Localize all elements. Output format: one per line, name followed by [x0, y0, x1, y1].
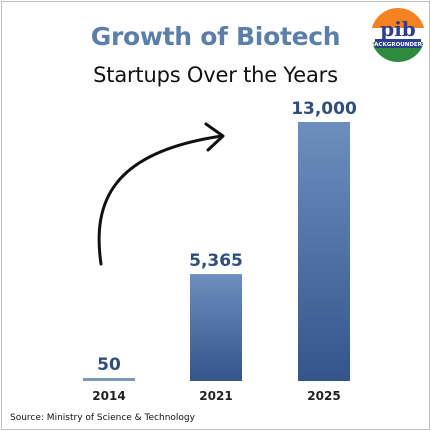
growth-arrow-icon [97, 134, 224, 266]
logo-subtext: BACKGROUNDERS [370, 42, 426, 48]
chart-title: Growth of Biotech [90, 22, 341, 51]
arrow-head-icon [204, 122, 225, 152]
pib-backgrounders-logo: pib BACKGROUNDERS [370, 8, 426, 62]
category-label-2021: 2021 [199, 389, 232, 403]
logo-text: pib [380, 17, 416, 41]
value-label-2014: 50 [97, 355, 121, 375]
category-label-2025: 2025 [307, 389, 340, 403]
bar-2025 [298, 122, 350, 381]
bar-2021 [190, 274, 242, 381]
category-label-2014: 2014 [92, 389, 125, 403]
source-note: Source: Ministry of Science & Technology [10, 413, 195, 423]
chart-subtitle: Startups Over the Years [93, 63, 338, 87]
bar-2014 [83, 378, 135, 381]
value-label-2025: 13,000 [291, 99, 357, 119]
value-label-2021: 5,365 [189, 251, 243, 271]
